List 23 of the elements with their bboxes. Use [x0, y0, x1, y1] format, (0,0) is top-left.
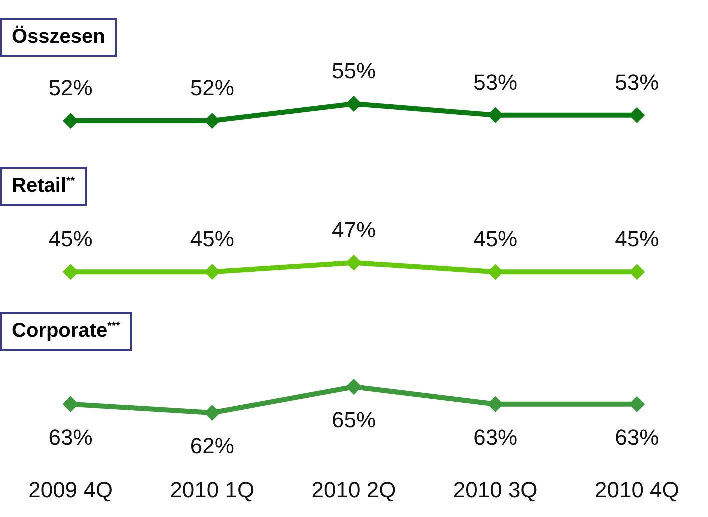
- data-label: 45%: [190, 226, 234, 252]
- text: Retail$^{**}$: [0, 167, 88, 206]
- x-tick-label: 2010 2Q: [312, 478, 396, 502]
- data-label: 63%: [474, 424, 518, 450]
- data-label: 47%: [332, 217, 376, 242]
- data-label: 63%: [48, 424, 93, 450]
- data-label: 52%: [48, 76, 93, 100]
- data-label: 53%: [615, 70, 660, 95]
- data-label: 45%: [615, 226, 660, 252]
- data-label: 63%: [615, 424, 660, 450]
- data-label: 53%: [474, 70, 518, 95]
- data-label: 45%: [474, 226, 518, 252]
- text: Összesen: [0, 18, 118, 57]
- x-tick-label: 2010 3Q: [453, 478, 538, 502]
- data-label: 62%: [190, 434, 234, 458]
- text: Corporate$^{***}$: [0, 312, 132, 351]
- data-label: 52%: [190, 76, 234, 100]
- x-tick-label: 2009 4Q: [28, 478, 114, 502]
- data-label: 45%: [48, 226, 93, 252]
- x-tick-label: 2010 4Q: [594, 478, 680, 502]
- x-tick-label: 2010 1Q: [170, 478, 255, 502]
- data-label: 65%: [332, 408, 376, 432]
- data-label: 55%: [332, 58, 376, 84]
